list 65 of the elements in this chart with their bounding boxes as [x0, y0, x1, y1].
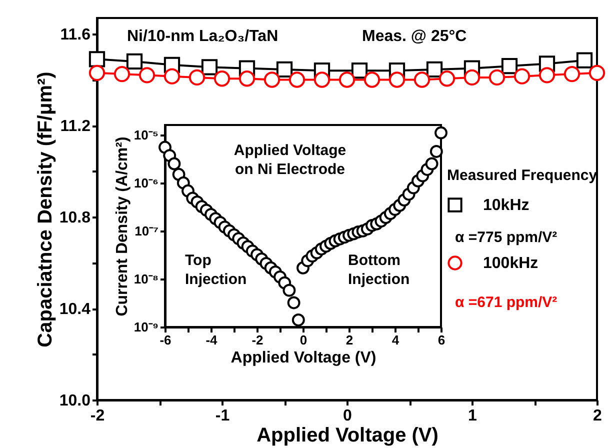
annotation: Applied Voltage on Ni Electrode [234, 142, 346, 178]
annotation: Meas. @ 25°C [362, 28, 468, 45]
point [288, 72, 306, 88]
x-tick-label: -4 [206, 332, 218, 348]
annotation: Ni/10-nm La₂O₃/TaN [127, 28, 278, 45]
point [488, 69, 506, 86]
point [188, 69, 206, 86]
y-tick-label: 11.2 [60, 118, 91, 136]
point [414, 72, 430, 88]
point [88, 51, 106, 68]
point [264, 72, 280, 88]
point [438, 70, 456, 87]
x-tick-label: 0 [343, 408, 352, 424]
y-axis-title: Capaciatnce Density (fF/μm²) [34, 72, 56, 348]
point [214, 70, 230, 87]
x-tick-label: -1 [215, 408, 230, 424]
point [338, 72, 356, 88]
y-axis-title: Current Density (A/cm²) [114, 136, 131, 316]
annotation: Top Injection [185, 252, 247, 288]
y-tick-label: 10.4 [59, 301, 91, 318]
x-tick-label: -2 [90, 408, 105, 424]
point [164, 68, 180, 84]
y-tick-label: 10⁻⁹ [134, 320, 158, 334]
x-tick-label: 1 [468, 408, 478, 424]
point [88, 64, 106, 81]
annotation: Bottom Injection [348, 252, 410, 288]
y-tick-label: 10⁻⁶ [134, 175, 159, 190]
x-tick-label: 2 [593, 408, 602, 424]
annotation: α =775 ppm/V² [455, 229, 558, 246]
point [314, 72, 330, 88]
x-axis-title: Applied Voltage (V) [256, 424, 438, 446]
point [426, 61, 443, 78]
point [576, 52, 593, 68]
x-tick-label: 2 [346, 332, 354, 348]
point [514, 68, 530, 84]
point [351, 62, 368, 79]
x-tick-label: 0 [300, 332, 308, 348]
legend-title: Measured Frequency [447, 167, 598, 184]
x-axis-title: Applied Voltage (V) [230, 350, 376, 366]
point [276, 61, 293, 78]
y-tick-label: 10⁻⁵ [134, 127, 158, 142]
legend-label: 10kHz [483, 197, 530, 214]
y-tick-label: 10.8 [59, 210, 91, 227]
y-tick-label: 10.0 [59, 392, 91, 410]
point [538, 67, 556, 84]
point [201, 59, 218, 76]
point [238, 70, 256, 87]
y-tick-label: 10⁻⁸ [134, 271, 158, 286]
x-tick-label: -6 [160, 332, 172, 348]
point [464, 69, 480, 86]
point [564, 66, 580, 82]
legend-label: 100kHz [483, 255, 538, 272]
point [126, 53, 143, 70]
x-tick-label: 6 [438, 332, 446, 348]
y-tick-label: 11.6 [60, 26, 91, 44]
point [114, 66, 130, 82]
point [588, 64, 606, 81]
y-tick-label: 10⁻⁷ [134, 223, 158, 238]
point [501, 58, 518, 74]
x-tick-label: -2 [252, 332, 264, 348]
point [138, 67, 156, 84]
annotation: α =671 ppm/V² [455, 294, 558, 311]
point [364, 72, 380, 88]
point [388, 72, 406, 88]
x-tick-label: 4 [392, 332, 400, 348]
